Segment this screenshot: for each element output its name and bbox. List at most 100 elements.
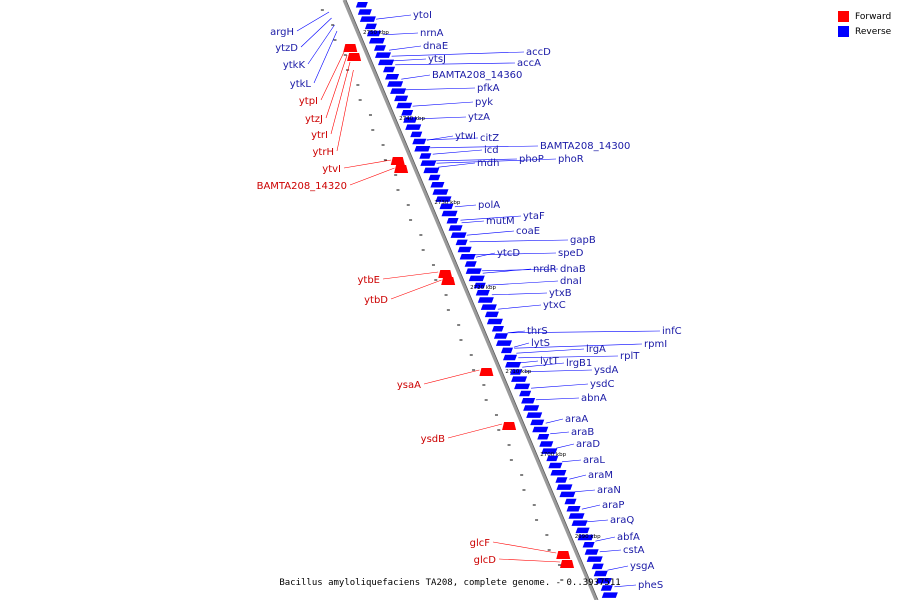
- gene-label-reverse: abfA: [617, 532, 640, 543]
- reverse-feature: [473, 282, 486, 289]
- label-leader: [300, 17, 332, 48]
- gene-label-forward: ytrI: [311, 130, 328, 141]
- label-leader: [513, 342, 530, 348]
- reverse-feature: [475, 290, 490, 296]
- label-leader: [447, 423, 503, 439]
- label-leader: [497, 304, 542, 310]
- label-leader: [466, 230, 515, 236]
- tick-label: 2750 kbp: [363, 30, 389, 36]
- gene-label-reverse: pheS: [638, 580, 663, 591]
- reverse-feature: [468, 275, 485, 282]
- label-leader: [507, 330, 661, 334]
- reverse-feature: [457, 246, 472, 253]
- label-leader: [382, 32, 419, 36]
- reverse-feature: [465, 268, 482, 274]
- label-leader: [556, 443, 575, 449]
- reverse-feature: [405, 124, 422, 130]
- gene-label-reverse: mdh: [477, 158, 499, 169]
- label-leader: [607, 565, 629, 571]
- reverse-feature: [390, 88, 407, 94]
- reverse-feature: [401, 110, 414, 116]
- label-leader: [524, 369, 593, 373]
- gene-label-reverse: coaE: [516, 226, 540, 237]
- reverse-feature: [450, 232, 467, 238]
- reverse-feature: [550, 470, 567, 476]
- label-leader: [581, 504, 601, 510]
- gene-label-reverse: nrnA: [420, 28, 444, 39]
- gene-label-forward: ytkL: [290, 79, 312, 90]
- tick-label: 2720 kbp: [470, 285, 496, 291]
- legend: Forward Reverse: [838, 9, 891, 39]
- gene-label-forward: glcF: [470, 538, 491, 549]
- label-leader: [574, 489, 596, 493]
- reverse-feature: [539, 441, 554, 447]
- label-leader: [382, 271, 439, 280]
- reverse-feature: [591, 563, 604, 570]
- reverse-feature: [414, 146, 431, 152]
- label-leader: [296, 11, 330, 32]
- reverse-feature: [423, 167, 440, 174]
- reverse-feature: [375, 52, 392, 58]
- legend-item-reverse: Reverse: [838, 24, 891, 39]
- reverse-feature: [495, 340, 512, 346]
- gene-label-reverse: ytcD: [497, 248, 520, 259]
- label-leader: [587, 519, 609, 523]
- gene-label-reverse: ytoI: [413, 10, 432, 21]
- reverse-feature: [511, 376, 528, 382]
- reverse-feature: [548, 462, 563, 469]
- reverse-feature: [459, 254, 476, 260]
- label-leader: [336, 69, 354, 152]
- forward-feature: [390, 157, 405, 165]
- gene-label-reverse: araD: [576, 439, 600, 450]
- gene-label-reverse: araA: [565, 414, 588, 425]
- label-leader: [522, 362, 565, 368]
- reverse-feature: [373, 45, 386, 51]
- reverse-feature: [519, 390, 532, 397]
- label-leader: [535, 397, 580, 401]
- gene-label-reverse: araQ: [610, 515, 634, 526]
- gene-label-reverse: abnA: [581, 393, 607, 404]
- reverse-feature: [601, 592, 618, 598]
- reverse-feature: [577, 534, 594, 541]
- reverse-feature: [503, 354, 518, 361]
- label-leader: [412, 101, 474, 107]
- label-leader: [436, 158, 557, 164]
- label-leader: [614, 584, 637, 588]
- gene-label-reverse: ysgA: [630, 561, 654, 572]
- label-leader: [313, 30, 338, 84]
- tick-label: 2730 kbp: [434, 200, 460, 206]
- gene-label-reverse: phoP: [519, 154, 544, 165]
- map-caption: Bacillus amyloliquefaciens TA208, comple…: [279, 578, 621, 588]
- label-leader: [518, 355, 619, 359]
- gene-label-reverse: nrdR: [533, 264, 557, 275]
- gene-label-reverse: gapB: [570, 235, 596, 246]
- gene-label-reverse: rpmI: [644, 339, 667, 350]
- gene-label-forward: ytzJ: [305, 114, 323, 125]
- gene-label-reverse: phoR: [558, 154, 584, 165]
- gene-label-reverse: mutM: [486, 216, 515, 227]
- forward-swatch-icon: [838, 11, 849, 22]
- reverse-feature: [523, 405, 540, 411]
- gene-label-reverse: BAMTA208_14360: [432, 70, 522, 81]
- label-leader: [423, 369, 480, 385]
- label-leader: [514, 343, 643, 349]
- label-leader: [391, 51, 525, 57]
- reverse-feature: [486, 318, 503, 325]
- gene-label-reverse: araN: [597, 485, 621, 496]
- gene-label-reverse: ytwI: [455, 131, 476, 142]
- gene-label-forward: ysaA: [397, 380, 421, 391]
- reverse-feature: [484, 311, 499, 318]
- label-leader: [561, 459, 582, 463]
- label-leader: [330, 61, 351, 135]
- gene-label-reverse: pyk: [475, 97, 493, 108]
- reverse-feature: [593, 570, 608, 577]
- reverse-feature: [582, 542, 595, 548]
- gene-label-reverse: dnaI: [560, 276, 582, 287]
- reverse-feature: [396, 102, 413, 109]
- reverse-feature: [575, 527, 590, 534]
- reverse-feature: [355, 2, 368, 8]
- label-leader: [390, 279, 442, 300]
- label-leader: [475, 252, 496, 258]
- gene-label-reverse: cstA: [623, 545, 645, 556]
